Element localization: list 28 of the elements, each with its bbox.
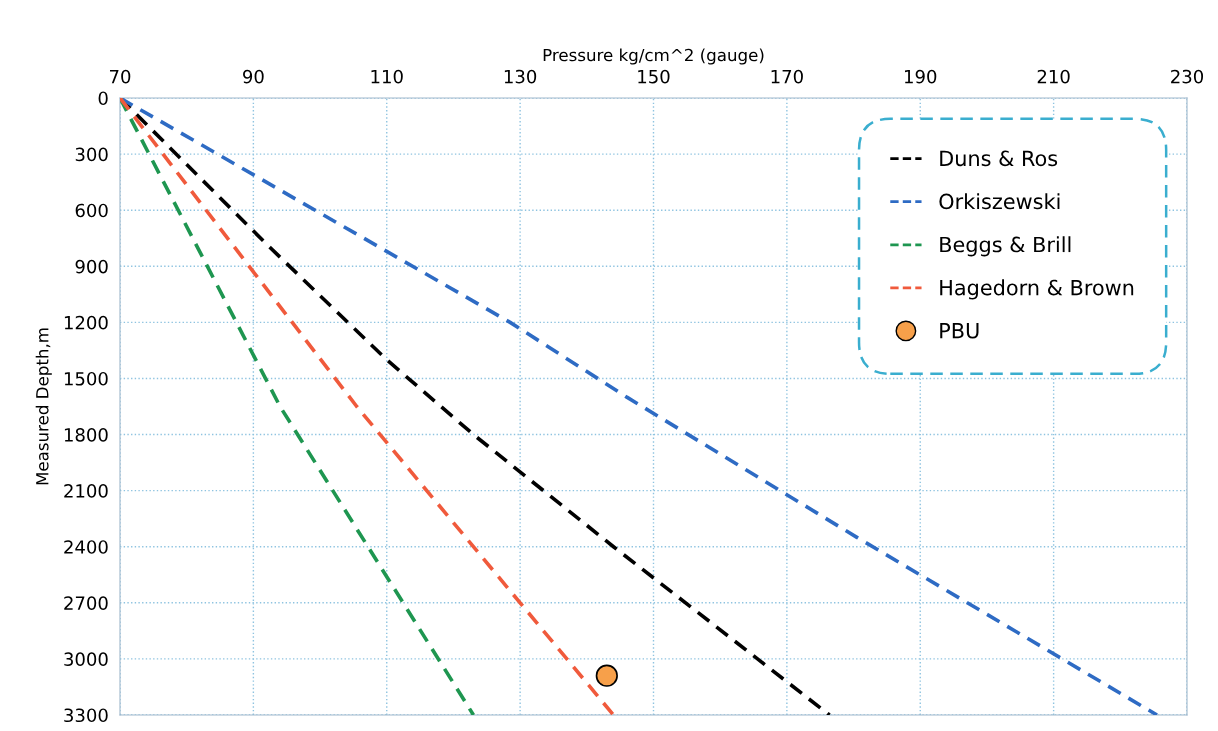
x-tick-label: 90 xyxy=(243,69,264,84)
legend-label: Orkiszewski xyxy=(939,193,1060,210)
y-tick-label: 3000 xyxy=(64,652,108,667)
y-tick-label: 2700 xyxy=(64,596,108,610)
y-tick-label: 1800 xyxy=(64,428,108,442)
x-tick-label: 170 xyxy=(771,69,803,84)
y-tick-label: 3300 xyxy=(64,708,108,723)
legend-label: Beggs & Brill xyxy=(940,236,1071,257)
x-tick-label: 210 xyxy=(1037,69,1070,84)
y-tick-label: 900 xyxy=(75,259,108,274)
y-axis-title: Measured Depth,m xyxy=(35,328,52,485)
y-tick-label: 300 xyxy=(75,147,108,162)
legend-label: Duns & Ros xyxy=(940,150,1058,167)
x-tick-label: 70 xyxy=(109,69,131,84)
x-tick-label: 110 xyxy=(371,69,403,84)
y-tick-label: 2100 xyxy=(64,484,108,498)
x-tick-label: 190 xyxy=(905,69,937,84)
x-tick-label: 130 xyxy=(504,69,537,84)
y-tick-label: 1200 xyxy=(64,315,108,330)
legend-label: PBU xyxy=(940,323,979,339)
y-tick-label: 0 xyxy=(98,91,108,106)
legend-label: Hagedorn & Brown xyxy=(940,279,1134,300)
y-tick-label: 2400 xyxy=(64,540,108,554)
x-axis-title: Pressure kg/cm^2 (gauge) xyxy=(543,48,764,65)
y-tick-label: 600 xyxy=(75,203,108,218)
x-tick-label: 150 xyxy=(638,69,670,84)
x-tick-label: 230 xyxy=(1171,69,1204,84)
y-tick-label: 1500 xyxy=(64,371,108,386)
